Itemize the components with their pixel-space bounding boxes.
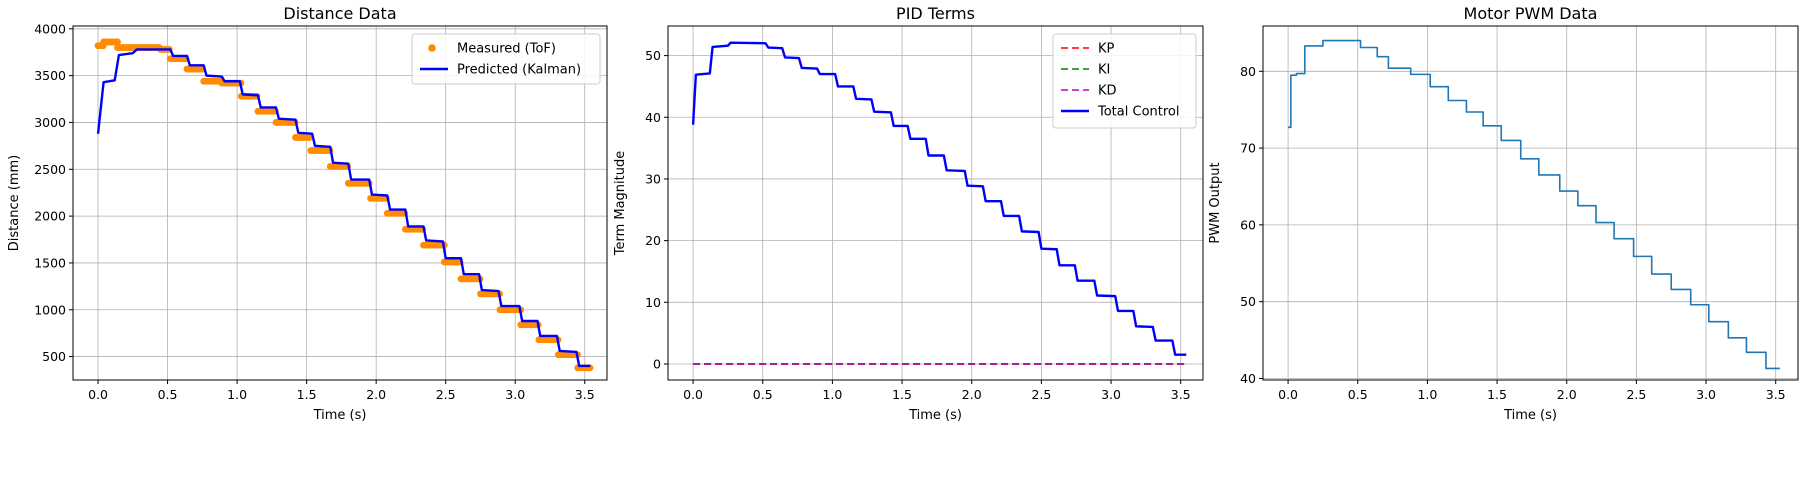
series-line-total-control [691, 41, 1187, 356]
legend-label: KP [1098, 42, 1115, 57]
legend: Measured (ToF) Predicted (Kalman) [411, 33, 601, 85]
chart-2: 0.0 0.5 1.0 1.5 2.0 2.5 3.0 3.5 0 10 20 30 40 50 PID T… [613, 4, 1204, 423]
x-tick-label: 0.5 [1348, 387, 1368, 402]
y-tick-label: 50 [1240, 294, 1256, 309]
legend-label: KD [1098, 84, 1117, 99]
x-tick-label: 1.5 [297, 387, 317, 402]
x-axis-label: Time (s) [1503, 408, 1557, 423]
chart-1: 0.0 0.5 1.0 1.5 2.0 2.5 3.0 3.5 500 1000 1500 2000 2… [7, 4, 608, 423]
x-tick-label: 2.5 [1031, 387, 1051, 402]
x-tick-label: 3.5 [1171, 387, 1191, 402]
chart-3: 0.0 0.5 1.0 1.5 2.0 2.5 3.0 3.5 40 50 60 70 80 Motor … [1208, 4, 1799, 423]
y-tick-label: 2000 [34, 209, 66, 224]
series-line-pwm [1288, 39, 1780, 370]
scatter-point [306, 134, 313, 141]
y-tick-label: 500 [42, 349, 66, 364]
x-tick-label: 0.5 [158, 387, 178, 402]
x-tick-label: 3.0 [505, 387, 525, 402]
y-tick-label: 70 [1240, 141, 1256, 156]
y-tick-label: 3000 [34, 115, 66, 130]
x-tick-label: 2.5 [436, 387, 456, 402]
series-line-predicted-kalman [96, 48, 591, 368]
y-tick-label: 80 [1240, 64, 1256, 79]
legend-box [1052, 33, 1197, 129]
x-tick-label: 2.0 [366, 387, 386, 402]
x-tick-label: 0.0 [1278, 387, 1298, 402]
x-tick-label: 0.5 [753, 387, 773, 402]
y-tick-label: 0 [653, 356, 661, 371]
legend-label: Predicted (Kalman) [457, 63, 581, 78]
plot-area [1288, 39, 1780, 370]
legend-label: Total Control [1097, 105, 1180, 120]
x-tick-label: 1.0 [1417, 387, 1437, 402]
x-tick-label: 3.5 [1766, 387, 1786, 402]
x-tick-label: 1.5 [1487, 387, 1507, 402]
axes-frame [72, 25, 608, 381]
axes-frame [667, 25, 1204, 381]
legend-label: KI [1098, 63, 1110, 78]
x-tick-label: 2.0 [962, 387, 982, 402]
chart-title: PID Terms [896, 4, 975, 23]
x-tick-label: 1.0 [227, 387, 247, 402]
x-tick-label: 2.5 [1626, 387, 1646, 402]
y-tick-label: 40 [1240, 371, 1256, 386]
y-tick-label: 3500 [34, 68, 66, 83]
y-tick-label: 50 [645, 48, 661, 63]
y-tick-label: 2500 [34, 162, 66, 177]
x-tick-label: 3.0 [1696, 387, 1716, 402]
x-tick-label: 3.0 [1101, 387, 1121, 402]
chart-title: Distance Data [283, 4, 396, 23]
legend: KP KI KD Total Control [1052, 33, 1197, 129]
y-tick-label: 1000 [34, 302, 66, 317]
y-axis-label: Distance (mm) [7, 155, 22, 251]
plot-area [691, 41, 1187, 365]
y-axis-label: Term Magnitude [613, 151, 628, 257]
legend-box [411, 33, 601, 85]
series-measured-tof [94, 38, 594, 372]
legend-marker [428, 44, 436, 52]
y-tick-label: 60 [1240, 217, 1256, 232]
x-tick-label: 0.0 [88, 387, 108, 402]
y-axis-label: PWM Output [1208, 162, 1223, 243]
y-tick-label: 10 [645, 295, 661, 310]
y-tick-label: 40 [645, 110, 661, 125]
legend-label: Measured (ToF) [457, 42, 556, 57]
x-axis-label: Time (s) [908, 408, 962, 423]
scatter-point [114, 38, 121, 46]
x-axis-label: Time (s) [313, 408, 367, 423]
y-tick-label: 20 [645, 233, 661, 248]
y-tick-label: 30 [645, 171, 661, 186]
y-tick-label: 4000 [34, 21, 66, 36]
plot-area [94, 38, 594, 372]
axes-frame [1262, 25, 1799, 381]
x-tick-label: 1.0 [822, 387, 842, 402]
y-tick-label: 1500 [34, 255, 66, 270]
x-tick-label: 2.0 [1557, 387, 1577, 402]
x-tick-label: 3.5 [575, 387, 595, 402]
x-tick-label: 0.0 [683, 387, 703, 402]
chart-title: Motor PWM Data [1464, 4, 1598, 23]
x-tick-label: 1.5 [892, 387, 912, 402]
